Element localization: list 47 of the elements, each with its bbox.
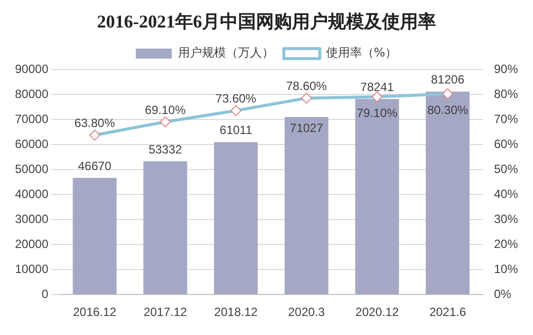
data-label: 80.30% — [427, 102, 468, 117]
y2-tick-label: 60% — [494, 136, 518, 151]
bar — [284, 117, 328, 294]
y-tick-label: 10000 — [14, 262, 49, 276]
y-tick-label: 50000 — [14, 162, 49, 176]
y-tick-label: 30000 — [14, 212, 49, 226]
y-tick-label: 40000 — [14, 186, 49, 201]
chart-title: 2016-2021年6月中国网购用户规模及使用率 — [97, 11, 436, 32]
y-tick-label: 60000 — [14, 136, 49, 151]
data-label: 78.60% — [286, 79, 328, 94]
y-tick-label: 0 — [42, 286, 49, 301]
data-label: 69.10% — [144, 102, 186, 117]
data-label: 46670 — [78, 158, 112, 173]
data-label: 81206 — [430, 72, 465, 87]
x-tick-label: 2017.12 — [144, 305, 188, 320]
y2-tick-label: 70% — [494, 112, 518, 126]
data-label: 63.80% — [74, 116, 116, 130]
y-tick-label: 20000 — [14, 236, 49, 251]
y2-tick-label: 40% — [494, 186, 518, 201]
data-label: 53332 — [148, 142, 182, 156]
legend-label: 用户规模（万人） — [178, 46, 274, 60]
y-tick-label: 70000 — [14, 112, 49, 126]
bar — [426, 92, 470, 294]
y-tick-label: 80000 — [14, 86, 49, 101]
y2-tick-label: 10% — [494, 262, 518, 276]
legend-label: 使用率（%） — [326, 46, 398, 60]
data-label: 73.60% — [216, 92, 257, 106]
bar — [214, 142, 258, 294]
data-label: 61011 — [220, 123, 252, 138]
x-tick-label: 2016.12 — [72, 305, 117, 320]
data-label: 71027 — [290, 121, 324, 136]
bar — [143, 161, 188, 294]
bar — [355, 99, 399, 294]
y2-tick-label: 80% — [494, 86, 518, 101]
y2-tick-label: 20% — [494, 236, 518, 251]
bar — [72, 178, 117, 294]
y2-tick-label: 30% — [494, 212, 518, 226]
x-tick-label: 2018.12 — [214, 305, 258, 320]
y-tick-label: 90000 — [14, 62, 49, 76]
x-tick-label: 2020.3 — [288, 305, 326, 320]
y2-tick-label: 50% — [494, 162, 518, 176]
y2-tick-label: 0% — [494, 286, 512, 301]
x-tick-label: 2021.6 — [429, 305, 466, 320]
data-label: 78241 — [360, 80, 394, 94]
x-tick-label: 2020.12 — [355, 305, 400, 320]
y2-tick-label: 90% — [494, 62, 518, 76]
data-label: 79.10% — [356, 106, 398, 120]
